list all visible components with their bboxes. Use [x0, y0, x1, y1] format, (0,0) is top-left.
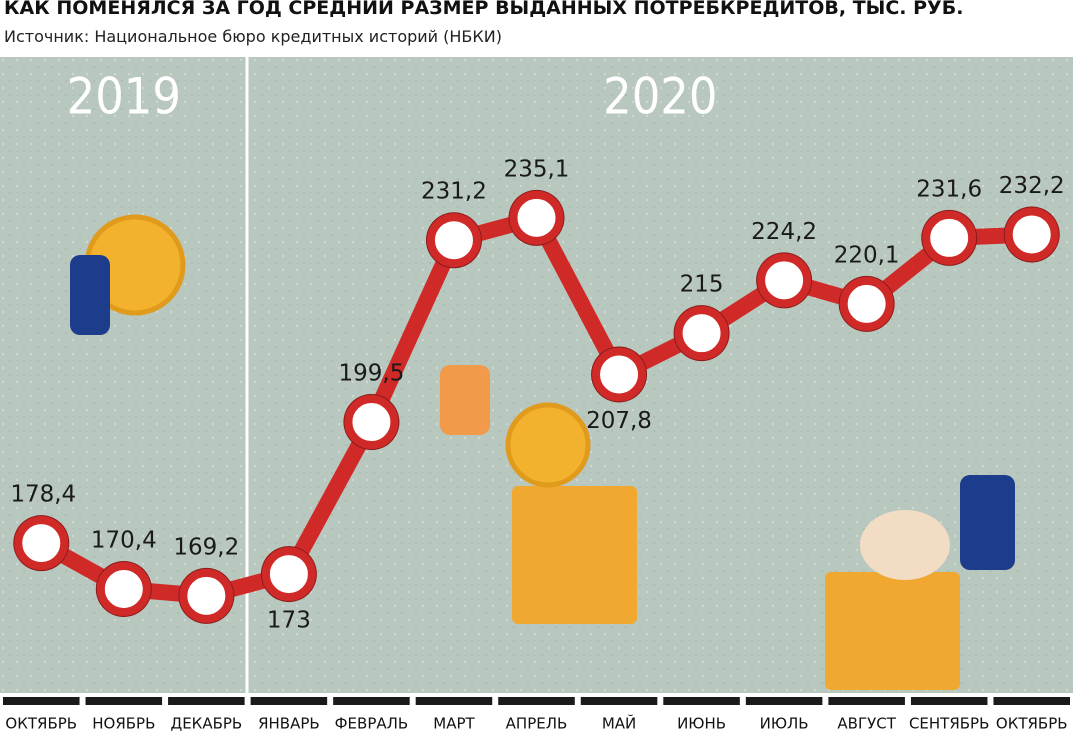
- point: [426, 213, 481, 268]
- category-bar: [993, 697, 1070, 705]
- x-tick-label: НОЯБРЬ: [92, 715, 155, 733]
- category-bar: [828, 697, 905, 705]
- category-bar: [85, 697, 163, 705]
- x-tick-label: ОКТЯБРЬ: [996, 715, 1068, 733]
- data-label: 231,2: [421, 179, 487, 205]
- data-label: 207,8: [586, 408, 652, 434]
- illustration: [70, 214, 1015, 690]
- point: [344, 395, 399, 450]
- x-tick-label: ДЕКАБРЬ: [170, 715, 242, 733]
- category-bar: [745, 697, 823, 705]
- x-tick-label: ФЕВРАЛЬ: [335, 715, 409, 733]
- x-tick-label: СЕНТЯБРЬ: [909, 715, 989, 733]
- point: [179, 568, 234, 623]
- chart-subtitle: Источник: Национальное бюро кредитных ис…: [4, 27, 502, 46]
- category-bar: [250, 697, 328, 705]
- x-tick-label: ИЮНЬ: [677, 715, 726, 733]
- point: [839, 276, 894, 331]
- point: [757, 253, 812, 308]
- data-label: 235,1: [504, 156, 570, 182]
- category-bar: [663, 697, 740, 705]
- point: [261, 547, 316, 602]
- category-bar: [498, 697, 575, 705]
- year-label: 2019: [67, 68, 181, 126]
- x-tick-label: МАРТ: [433, 715, 475, 733]
- point: [1004, 207, 1059, 262]
- point: [509, 190, 564, 245]
- point: [14, 516, 69, 571]
- chart-title: КАК ПОМЕНЯЛСЯ ЗА ГОД СРЕДНИЙ РАЗМЕР ВЫДА…: [4, 0, 963, 19]
- point: [674, 306, 729, 361]
- data-label: 173: [267, 608, 311, 634]
- category-bar: [168, 697, 245, 705]
- x-tick-label: ИЮЛЬ: [760, 715, 809, 733]
- category-bar: [333, 697, 410, 705]
- data-label: 178,4: [10, 482, 76, 508]
- category-bar: [415, 697, 493, 705]
- category-bar: [910, 697, 988, 705]
- data-label: 220,1: [834, 242, 900, 268]
- x-tick-label: МАЙ: [602, 714, 636, 733]
- year-label: 2020: [603, 68, 717, 126]
- x-tick-label: АПРЕЛЬ: [506, 715, 568, 733]
- data-label: 215: [680, 272, 724, 298]
- x-tick-label: АВГУСТ: [837, 715, 896, 733]
- category-bar: [580, 697, 658, 705]
- point: [96, 561, 151, 616]
- data-label: 199,5: [338, 361, 404, 387]
- point: [922, 210, 977, 265]
- point: [592, 347, 647, 402]
- data-label: 224,2: [751, 219, 817, 245]
- x-tick-label: ОКТЯБРЬ: [5, 715, 77, 733]
- data-label: 169,2: [173, 534, 239, 560]
- data-label: 170,4: [91, 527, 157, 553]
- data-label: 231,6: [916, 176, 982, 202]
- category-bar: [3, 697, 80, 705]
- x-tick-label: ЯНВАРЬ: [258, 715, 320, 733]
- data-label: 232,2: [999, 173, 1065, 199]
